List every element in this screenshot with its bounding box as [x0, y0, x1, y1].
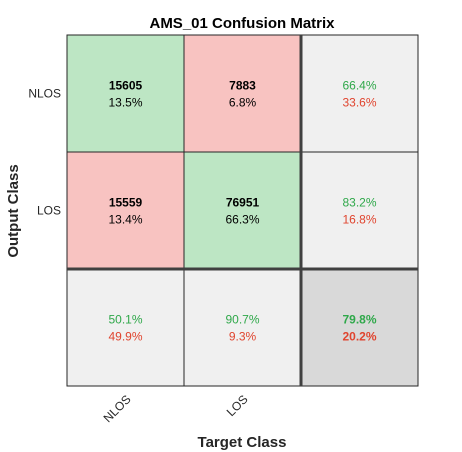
chart-title: AMS_01 Confusion Matrix — [149, 15, 335, 32]
matrix-cell-1-0 — [66, 151, 185, 270]
cell-percent-0-0: 13.5% — [108, 96, 142, 110]
cell-percent-0-1: 6.8% — [229, 96, 257, 110]
column-summary-incorrect-1: 9.3% — [229, 330, 257, 344]
overall-correct: 79.8% — [342, 313, 376, 327]
x-axis-label: Target Class — [198, 434, 287, 451]
cell-count-0-1: 7883 — [229, 79, 256, 93]
matrix-cell-1-1 — [183, 151, 302, 270]
overall-cell — [300, 268, 419, 387]
cell-percent-1-0: 13.4% — [108, 213, 142, 227]
matrix-cells — [66, 34, 419, 387]
y-tick-label-1: LOS — [37, 204, 61, 218]
row-summary-correct-1: 83.2% — [342, 196, 376, 210]
column-summary-correct-0: 50.1% — [108, 313, 142, 327]
column-summary-cell-0 — [66, 268, 185, 387]
row-summary-incorrect-1: 16.8% — [342, 213, 376, 227]
x-tick-label-1: LOS — [224, 392, 251, 419]
cell-count-1-0: 15559 — [109, 196, 143, 210]
row-summary-correct-0: 66.4% — [342, 79, 376, 93]
cell-count-1-1: 76951 — [226, 196, 260, 210]
row-summary-cell-0 — [300, 34, 419, 153]
row-summary-incorrect-0: 33.6% — [342, 96, 376, 110]
matrix-cell-0-1 — [183, 34, 302, 153]
row-summary-cell-1 — [300, 151, 419, 270]
column-summary-incorrect-0: 49.9% — [108, 330, 142, 344]
y-tick-label-0: NLOS — [28, 87, 61, 101]
overall-incorrect: 20.2% — [342, 330, 376, 344]
cell-percent-1-1: 66.3% — [225, 213, 259, 227]
matrix-cell-0-0 — [66, 34, 185, 153]
x-tick-label-0: NLOS — [101, 392, 134, 425]
column-summary-correct-1: 90.7% — [225, 313, 259, 327]
cell-count-0-0: 15605 — [109, 79, 143, 93]
column-summary-cell-1 — [183, 268, 302, 387]
y-axis-label: Output Class — [5, 164, 22, 257]
